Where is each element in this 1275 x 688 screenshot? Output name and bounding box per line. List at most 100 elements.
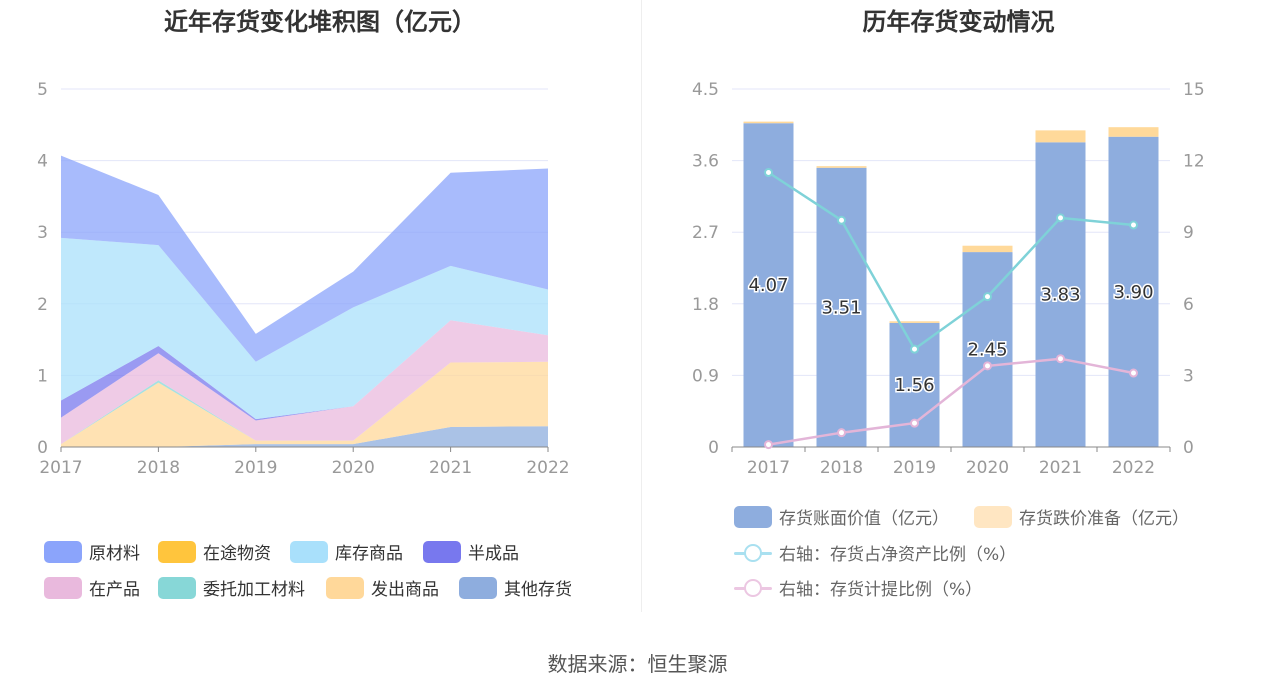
bar-provision <box>889 321 940 323</box>
line-series-2 <box>768 357 1134 446</box>
left-x-tick-label: 2021 <box>429 458 472 478</box>
line-series-1 <box>767 171 1134 351</box>
legend-item[interactable]: 存货跌价准备（亿元） <box>974 504 1189 529</box>
right-x-tick-label: 2020 <box>966 458 1009 478</box>
right-y-tick-label: 0 <box>708 438 719 458</box>
legend-swatch <box>44 576 82 599</box>
line-point <box>764 440 773 450</box>
line-point <box>764 168 773 178</box>
legend-swatch <box>158 540 196 563</box>
area-原材料 <box>61 155 548 362</box>
line-point <box>837 428 846 438</box>
legend-label: 委托加工材料 <box>203 580 305 600</box>
left-x-tick-label: 2019 <box>234 458 277 478</box>
legend-swatch <box>290 540 328 563</box>
right-y-tick-label: 4.5 <box>692 80 719 100</box>
right-x-tick-label: 2017 <box>747 458 790 478</box>
line-point <box>983 292 992 302</box>
line-point <box>1129 220 1138 230</box>
legend-label: 其他存货 <box>504 580 572 600</box>
line-point <box>910 418 919 428</box>
right-y2-tick-label: 12 <box>1183 152 1205 172</box>
legend-label: 在途物资 <box>203 544 271 564</box>
legend-item[interactable]: 在产品 <box>44 575 140 600</box>
line-point <box>910 344 919 354</box>
legend-item[interactable]: 在途物资 <box>158 539 271 564</box>
legend-item[interactable]: 其他存货 <box>459 575 572 600</box>
area-在产品 <box>61 320 548 445</box>
bar-provision <box>1035 130 1086 143</box>
bar-book-value <box>743 123 794 447</box>
right-y2-tick-label: 6 <box>1183 295 1194 315</box>
legend-label: 在产品 <box>89 580 140 600</box>
left-chart-title: 近年存货变化堆积图（亿元） <box>164 8 476 36</box>
data-source-note: 数据来源：恒生聚源 <box>547 652 728 676</box>
legend-swatch <box>158 576 196 599</box>
line-point <box>983 361 992 371</box>
bar-book-value <box>962 252 1013 447</box>
legend-item[interactable]: 委托加工材料 <box>158 575 305 600</box>
bar-provision <box>816 166 867 168</box>
legend-item[interactable]: 半成品 <box>423 539 519 564</box>
legend-swatch <box>423 540 461 563</box>
right-x-tick-label: 2018 <box>820 458 863 478</box>
bar-book-value <box>1035 142 1086 447</box>
legend-label: 发出商品 <box>371 580 439 600</box>
left-x-tick-label: 2017 <box>39 458 82 478</box>
bar-provision <box>962 245 1013 253</box>
area-库存商品 <box>61 237 548 420</box>
legend-item[interactable]: 右轴：存货计提比例（%） <box>734 575 982 600</box>
line-point <box>1129 368 1138 378</box>
legend-label: 原材料 <box>89 544 140 564</box>
bar-value-label: 4.07 <box>748 275 788 296</box>
right-chart-title: 历年存货变动情况 <box>862 8 1055 36</box>
right-x-tick-label: 2019 <box>893 458 936 478</box>
legend-label: 半成品 <box>468 544 519 564</box>
right-x-tick-label: 2022 <box>1112 458 1155 478</box>
bar-value-label: 1.56 <box>894 375 934 396</box>
right-y-tick-label: 3.6 <box>692 152 719 172</box>
left-y-tick-label: 4 <box>37 152 48 172</box>
line-point <box>837 215 846 225</box>
line-point <box>1056 213 1065 223</box>
right-y-tick-label: 1.8 <box>692 295 719 315</box>
bar-value-label: 2.45 <box>967 340 1007 361</box>
right-y-tick-label: 2.7 <box>692 223 719 243</box>
left-y-tick-label: 2 <box>37 295 48 315</box>
legend-label: 右轴：存货占净资产比例（%） <box>779 545 1017 565</box>
bar-book-value <box>816 167 867 447</box>
left-y-tick-label: 0 <box>37 438 48 458</box>
area-发出商品 <box>61 361 548 447</box>
bar-provision <box>743 121 794 124</box>
legend-label: 存货账面价值（亿元） <box>779 509 949 529</box>
left-x-tick-label: 2020 <box>332 458 375 478</box>
right-y-tick-label: 0.9 <box>692 366 719 386</box>
legend-item[interactable]: 原材料 <box>44 539 140 564</box>
legend-item[interactable]: 库存商品 <box>290 539 403 564</box>
right-y2-tick-label: 9 <box>1183 223 1194 243</box>
bar-book-value <box>1108 136 1159 447</box>
legend-swatch <box>44 540 82 563</box>
left-y-tick-label: 5 <box>37 80 48 100</box>
legend-label: 存货跌价准备（亿元） <box>1019 509 1189 529</box>
line-point <box>1056 354 1065 364</box>
legend-item[interactable]: 发出商品 <box>326 575 439 600</box>
legend-item[interactable]: 右轴：存货占净资产比例（%） <box>734 540 1016 565</box>
right-y2-tick-label: 15 <box>1183 80 1205 100</box>
legend-line-marker <box>734 542 772 564</box>
legend-label: 右轴：存货计提比例（%） <box>779 580 983 600</box>
legend-swatch <box>734 505 772 528</box>
bar-value-label: 3.83 <box>1040 285 1080 306</box>
left-x-tick-label: 2018 <box>137 458 180 478</box>
bar-value-label: 3.51 <box>821 297 861 318</box>
right-x-tick-label: 2021 <box>1039 458 1082 478</box>
legend-line-marker <box>734 577 772 599</box>
left-y-tick-label: 3 <box>37 223 48 243</box>
legend-item[interactable]: 存货账面价值（亿元） <box>734 504 949 529</box>
right-y2-tick-label: 0 <box>1183 438 1194 458</box>
left-x-tick-label: 2022 <box>526 458 569 478</box>
panel-divider <box>641 0 642 612</box>
legend-swatch <box>326 576 364 599</box>
legend-swatch <box>974 505 1012 528</box>
